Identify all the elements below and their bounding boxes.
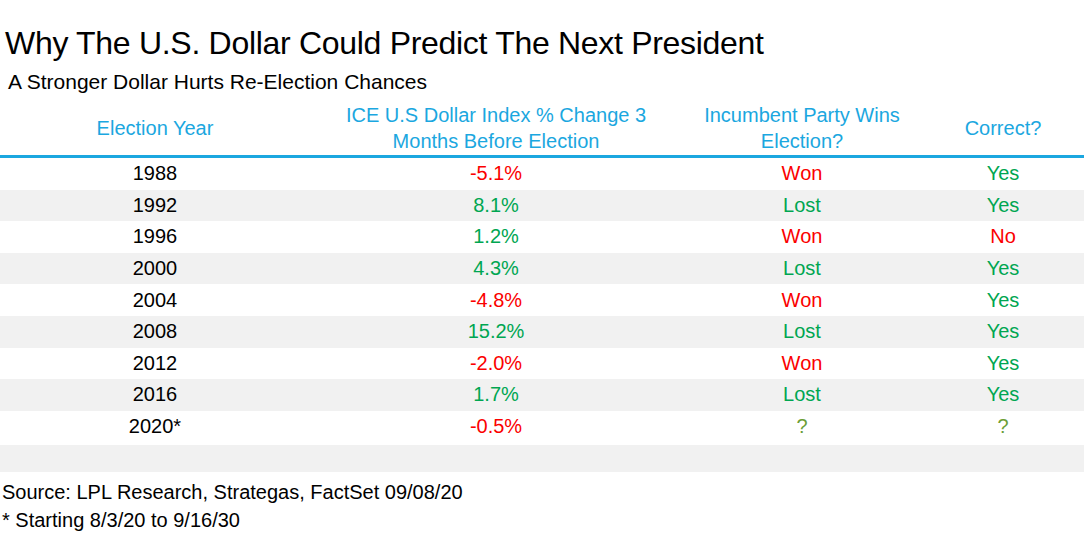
cell-index-change: -5.1% — [470, 162, 522, 185]
chart-title: Why The U.S. Dollar Could Predict The Ne… — [0, 0, 1084, 62]
cell-index-change: -2.0% — [470, 352, 522, 375]
table-row-2004: 2004 -4.8% Won Yes — [0, 284, 1084, 316]
cell-election-year: 2020* — [129, 415, 181, 438]
cell-election-year: 2016 — [133, 383, 178, 406]
cell-incumbent-result: Lost — [783, 257, 821, 280]
cell-election-year: 2000 — [133, 257, 178, 280]
cell-election-year: 2012 — [133, 352, 178, 375]
cell-election-year: 2008 — [133, 320, 178, 343]
column-header-dollar-index-change: ICE U.S Dollar Index % Change 3 Months B… — [331, 102, 661, 154]
cell-index-change: 15.2% — [468, 320, 525, 343]
cell-index-change: 4.3% — [473, 257, 519, 280]
chart-page: Why The U.S. Dollar Could Predict The Ne… — [0, 0, 1084, 548]
cell-correct: ? — [997, 415, 1008, 438]
cell-index-change: 1.7% — [473, 383, 519, 406]
cell-incumbent-result: Won — [782, 162, 823, 185]
cell-incumbent-result: Won — [782, 289, 823, 312]
cell-election-year: 1996 — [133, 225, 178, 248]
empty-stripe — [0, 445, 1084, 472]
cell-index-change: -4.8% — [470, 289, 522, 312]
table-row-1988: 1988 -5.1% Won Yes — [0, 158, 1084, 190]
cell-correct: Yes — [987, 257, 1020, 280]
cell-correct: Yes — [987, 383, 1020, 406]
cell-correct: No — [990, 225, 1016, 248]
cell-incumbent-result: Won — [782, 352, 823, 375]
table-body: 1988 -5.1% Won Yes 1992 8.1% Lost Yes 1996 1.2% Wo… — [0, 158, 1084, 442]
cell-incumbent-result: Lost — [783, 383, 821, 406]
cell-correct: Yes — [987, 194, 1020, 217]
cell-election-year: 2004 — [133, 289, 178, 312]
cell-incumbent-result: ? — [796, 415, 807, 438]
table-row-2008: 2008 15.2% Lost Yes — [0, 316, 1084, 348]
cell-index-change: -0.5% — [470, 415, 522, 438]
cell-incumbent-result: Lost — [783, 194, 821, 217]
cell-incumbent-result: Lost — [783, 320, 821, 343]
chart-subtitle: A Stronger Dollar Hurts Re-Election Chan… — [0, 62, 1084, 94]
cell-index-change: 8.1% — [473, 194, 519, 217]
table-row-1996: 1996 1.2% Won No — [0, 221, 1084, 253]
column-header-correct: Correct? — [965, 115, 1042, 141]
table-row-2016: 2016 1.7% Lost Yes — [0, 379, 1084, 411]
cell-election-year: 1992 — [133, 194, 178, 217]
table-row-2012: 2012 -2.0% Won Yes — [0, 348, 1084, 380]
cell-correct: Yes — [987, 352, 1020, 375]
table-row-2020: 2020* -0.5%?? — [0, 411, 1084, 443]
cell-correct: Yes — [987, 289, 1020, 312]
cell-correct: Yes — [987, 320, 1020, 343]
cell-correct: Yes — [987, 162, 1020, 185]
asterisk-note: * Starting 8/3/20 to 9/16/30 — [0, 504, 1084, 532]
cell-index-change: 1.2% — [473, 225, 519, 248]
table-row-1992: 1992 8.1% Lost Yes — [0, 190, 1084, 222]
table-header-row: Election Year ICE U.S Dollar Index % Cha… — [0, 102, 1084, 158]
source-note: Source: LPL Research, Strategas, FactSet… — [0, 472, 1084, 504]
column-header-election-year: Election Year — [97, 115, 214, 141]
column-header-incumbent-wins: Incumbent Party Wins Election? — [690, 102, 915, 154]
cell-incumbent-result: Won — [782, 225, 823, 248]
cell-election-year: 1988 — [133, 162, 178, 185]
table-row-2000: 2000 4.3% Lost Yes — [0, 253, 1084, 285]
